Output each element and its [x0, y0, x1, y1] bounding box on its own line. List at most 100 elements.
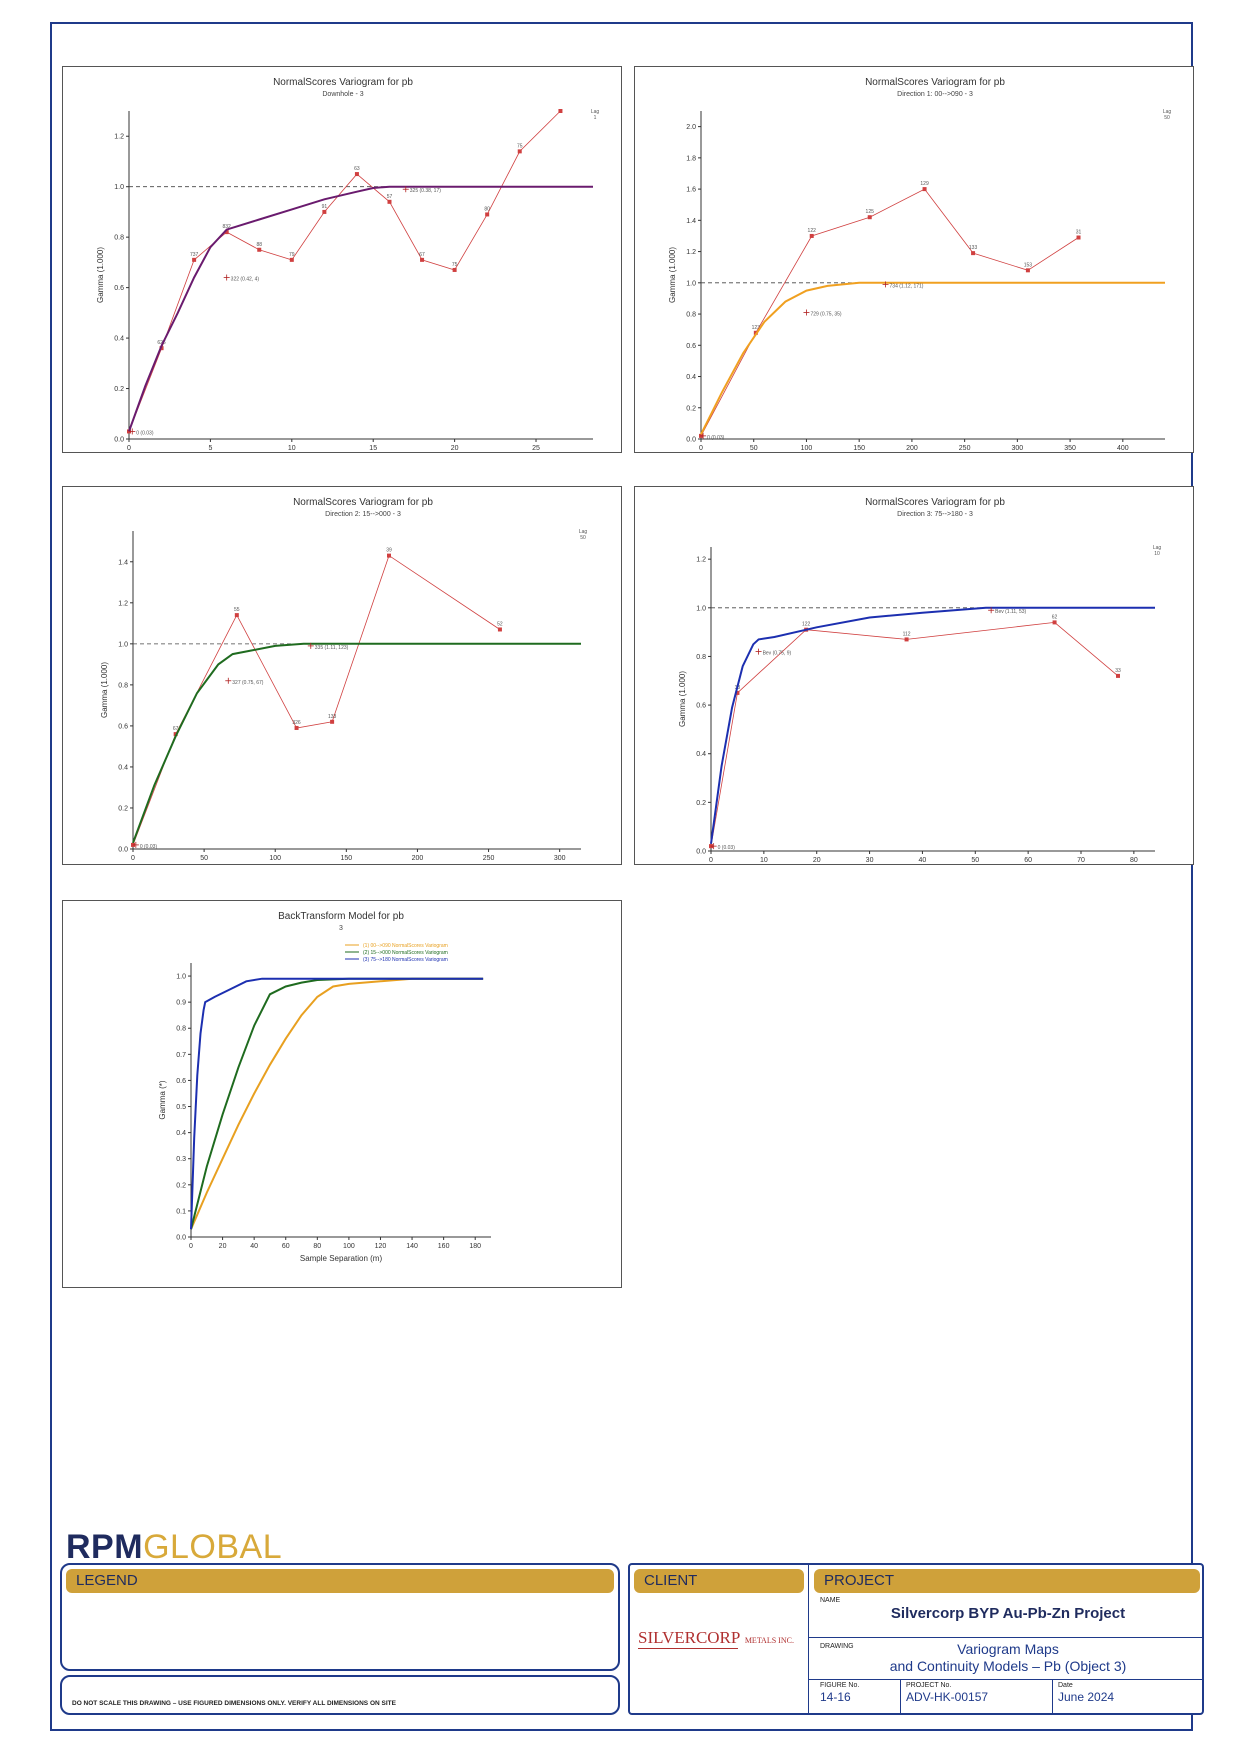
- series-line: [190, 977, 484, 1230]
- y-tick-label: 1.8: [686, 155, 696, 162]
- y-tick-label: 1.6: [686, 187, 696, 194]
- legend-entry: (2) 15-->000 NormalScores Variogram: [363, 950, 448, 956]
- x-tick-label: 400: [1117, 445, 1129, 452]
- experimental-point-label: 67: [419, 252, 425, 258]
- experimental-point-label: 75: [452, 262, 458, 268]
- date-value: June 2024: [1058, 1690, 1115, 1704]
- experimental-point-label: 626: [157, 340, 166, 346]
- chart-title: NormalScores Variogram for pb: [865, 77, 1005, 88]
- experimental-point: [735, 690, 740, 695]
- experimental-point: [257, 247, 262, 252]
- experimental-point: [1052, 620, 1057, 625]
- experimental-point-label: 112: [903, 631, 911, 637]
- x-tick-label: 180: [469, 1243, 481, 1250]
- y-tick-label: 1.2: [686, 249, 696, 256]
- figure-label: FIGURE No.: [820, 1682, 860, 1689]
- x-tick-label: 50: [200, 855, 208, 862]
- experimental-line: [132, 554, 501, 846]
- experimental-point: [322, 209, 327, 214]
- project-name: Silvercorp BYP Au-Pb-Zn Project: [890, 1605, 1126, 1622]
- variogram-chart-direction-3: NormalScores Variogram for pb Direction 3…: [678, 497, 1161, 864]
- y-tick-label: 0.1: [176, 1208, 186, 1215]
- experimental-point: [904, 637, 909, 642]
- lag-value: 1: [594, 115, 597, 121]
- y-tick-label: 1.4: [118, 559, 128, 566]
- chart-subtitle: Downhole - 3: [322, 91, 363, 98]
- y-tick-label: 0.0: [114, 437, 124, 444]
- x-tick-label: 250: [483, 855, 495, 862]
- experimental-point: [1116, 673, 1120, 678]
- experimental-point-label: 832: [223, 224, 232, 230]
- x-tick-label: 0: [699, 445, 703, 452]
- silvercorp-logo-text: SILVERCORP: [638, 1628, 741, 1647]
- y-tick-label: 0.4: [176, 1130, 186, 1137]
- experimental-point: [387, 199, 392, 204]
- lag-label: Lag: [579, 529, 588, 535]
- experimental-point-label: 737: [190, 252, 199, 258]
- model-line: [132, 642, 581, 844]
- chart-panel-direction-1: NormalScores Variogram for pb Direction 1…: [634, 66, 1194, 453]
- experimental-line: [128, 110, 561, 432]
- x-tick-label: 70: [1077, 857, 1085, 864]
- experimental-point-label: 75: [517, 143, 523, 149]
- drawing-line-2: and Continuity Models – Pb (Object 3): [889, 1658, 1127, 1674]
- pair-marker-label: 0 (0.03): [140, 844, 158, 850]
- x-tick-label: 0: [189, 1243, 193, 1250]
- experimental-point: [289, 257, 294, 262]
- experimental-point-label: 153: [1024, 262, 1033, 268]
- legend-box: LEGEND: [60, 1563, 620, 1671]
- experimental-point-label: 62: [1052, 614, 1058, 620]
- pair-marker-label: 729 (0.75, 35): [810, 311, 841, 317]
- x-tick-label: 160: [438, 1243, 450, 1250]
- experimental-point: [192, 257, 197, 262]
- legend-header: LEGEND: [66, 1569, 614, 1593]
- experimental-point-label: 63: [354, 166, 360, 172]
- chart-subtitle: 3: [339, 925, 343, 932]
- x-tick-label: 80: [1130, 857, 1138, 864]
- chart-panel-downhole: NormalScores Variogram for pb Downhole - …: [62, 66, 622, 453]
- lag-value: 50: [580, 535, 586, 541]
- chart-panel-direction-3: NormalScores Variogram for pb Direction 3…: [634, 486, 1194, 865]
- x-tick-label: 150: [340, 855, 352, 862]
- y-tick-label: 0.2: [176, 1182, 186, 1189]
- x-tick-label: 200: [412, 855, 424, 862]
- drawing-label: DRAWING: [820, 1643, 854, 1650]
- experimental-point-label: 133: [969, 245, 978, 251]
- series-line: [190, 977, 484, 1230]
- project-header: PROJECT: [814, 1569, 1200, 1593]
- pair-marker-label: 0 (0.03): [707, 435, 725, 441]
- project-name-label: NAME: [820, 1597, 841, 1604]
- x-tick-label: 100: [801, 445, 813, 452]
- experimental-point: [387, 553, 391, 558]
- x-axis-label: Sample Separation (m): [300, 1254, 383, 1263]
- experimental-point-label: 91: [322, 204, 328, 210]
- experimental-point: [497, 627, 502, 632]
- pair-marker-label: 325 (0.38, 17): [410, 188, 441, 194]
- experimental-point-label: 122: [802, 622, 811, 628]
- y-tick-label: 0.6: [686, 343, 696, 350]
- y-tick-label: 1.0: [118, 641, 128, 648]
- experimental-point: [1025, 268, 1030, 273]
- pair-marker-label: 335 (1.11, 123): [315, 645, 349, 651]
- experimental-point-label: 80: [484, 206, 490, 212]
- x-tick-label: 350: [1064, 445, 1076, 452]
- y-tick-label: 1.4: [686, 218, 696, 225]
- name-divider: [809, 1637, 1202, 1638]
- project-number: ADV-HK-00157: [906, 1690, 989, 1704]
- x-tick-label: 60: [282, 1243, 290, 1250]
- y-tick-label: 0.6: [176, 1078, 186, 1085]
- experimental-point-label: 125: [866, 209, 875, 215]
- experimental-point: [971, 251, 976, 256]
- silvercorp-logo: SILVERCORP METALS INC.: [638, 1628, 804, 1649]
- drawing-line-1: Variogram Maps: [957, 1641, 1059, 1657]
- chart-subtitle: Direction 1: 00-->090 - 3: [897, 91, 973, 98]
- y-tick-label: 0.0: [696, 849, 706, 856]
- y-tick-label: 0.6: [114, 285, 124, 292]
- x-tick-label: 120: [375, 1243, 387, 1250]
- x-tick-label: 20: [451, 445, 459, 452]
- experimental-point-label: 326: [292, 720, 301, 726]
- y-tick-label: 0.8: [696, 654, 706, 661]
- experimental-point-label: 31: [1076, 230, 1082, 236]
- experimental-point-label: 79: [289, 252, 295, 258]
- y-axis-label: Gamma (1.000): [96, 247, 105, 303]
